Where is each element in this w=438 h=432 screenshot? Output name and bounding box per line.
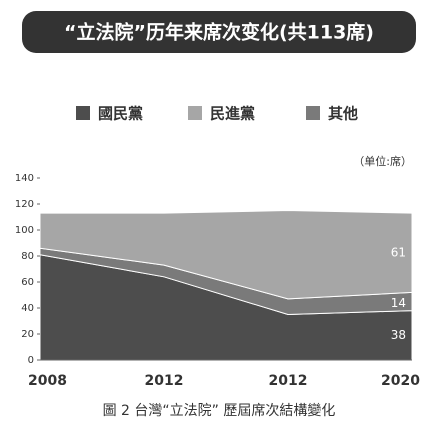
x-tick-label: 2020 [381, 373, 420, 389]
value-label: 14 [391, 296, 406, 310]
x-tick-label: 2008 [28, 373, 67, 389]
y-tick-label: 40 [21, 303, 34, 314]
area [39, 209, 413, 300]
value-label: 38 [391, 328, 406, 342]
legend-label: 其他 [328, 105, 358, 123]
y-tick-label: 60 [21, 277, 34, 288]
legend-swatch [76, 106, 90, 120]
y-tick-label: 140 [15, 173, 34, 184]
y-tick-label: 120 [15, 199, 34, 210]
unit-label: （单位:席） [353, 154, 412, 168]
x-tick-label: 2012 [269, 373, 308, 389]
caption: 圖 2 台灣“立法院” 歷屆席次結構變化 [103, 403, 336, 419]
y-tick-label: 100 [15, 225, 34, 236]
legend-label: 國民黨 [98, 105, 143, 123]
legend-swatch [306, 106, 320, 120]
legend-swatch [188, 106, 202, 120]
legend-label: 民進黨 [210, 105, 255, 123]
y-tick-label: 80 [21, 251, 34, 262]
title-box [22, 11, 416, 53]
value-label: 61 [391, 245, 406, 259]
y-tick-label: 20 [21, 329, 34, 340]
chart-title: “立法院”历年来席次变化(共113席) [64, 21, 374, 44]
x-tick-label: 2012 [145, 373, 184, 389]
y-tick-label: 0 [28, 355, 34, 366]
